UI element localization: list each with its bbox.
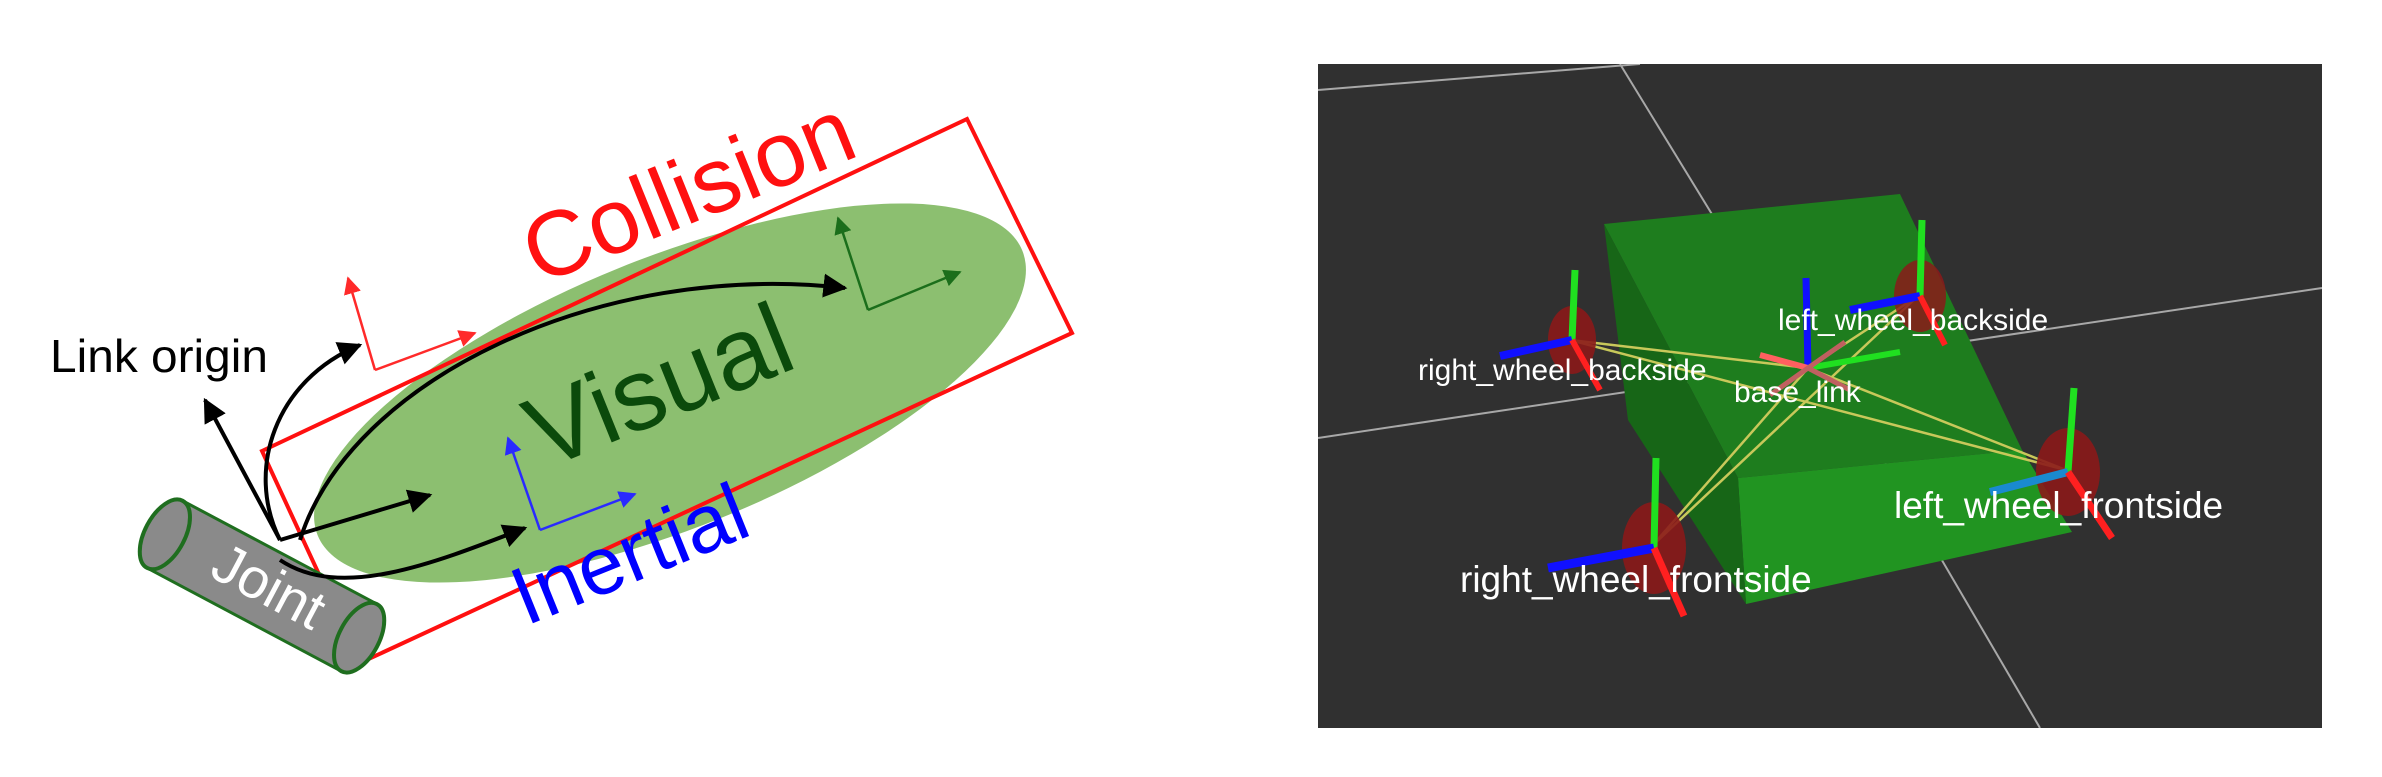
rviz-viewport[interactable]: left_wheel_backside right_wheel_backside… (1318, 64, 2322, 728)
wheel-right-backside (1499, 269, 1603, 392)
label-right-wheel-backside: right_wheel_backside (1418, 354, 1707, 387)
label-base-link: base_link (1734, 376, 1862, 409)
label-left-wheel-frontside: left_wheel_frontside (1894, 485, 2223, 526)
base-link-frame (1759, 277, 1901, 398)
inertial-frame (504, 436, 637, 532)
joint-cylinder (137, 497, 387, 675)
urdf-link-diagram: Joint Collision Visual Inertial Link (50, 79, 1075, 675)
visual-ellipse (314, 203, 1026, 583)
wheel-right-frontside (1547, 457, 1688, 618)
link-origin-frame (203, 273, 848, 580)
visual-frame (834, 216, 962, 312)
collision-frame (344, 276, 477, 372)
label-right-wheel-frontside: right_wheel_frontside (1460, 559, 1812, 600)
wheel-left-backside (1849, 219, 1948, 347)
wheel-left-frontside (1989, 387, 2115, 540)
label-left-wheel-backside: left_wheel_backside (1778, 304, 2048, 337)
link-origin-label: Link origin (50, 330, 268, 382)
